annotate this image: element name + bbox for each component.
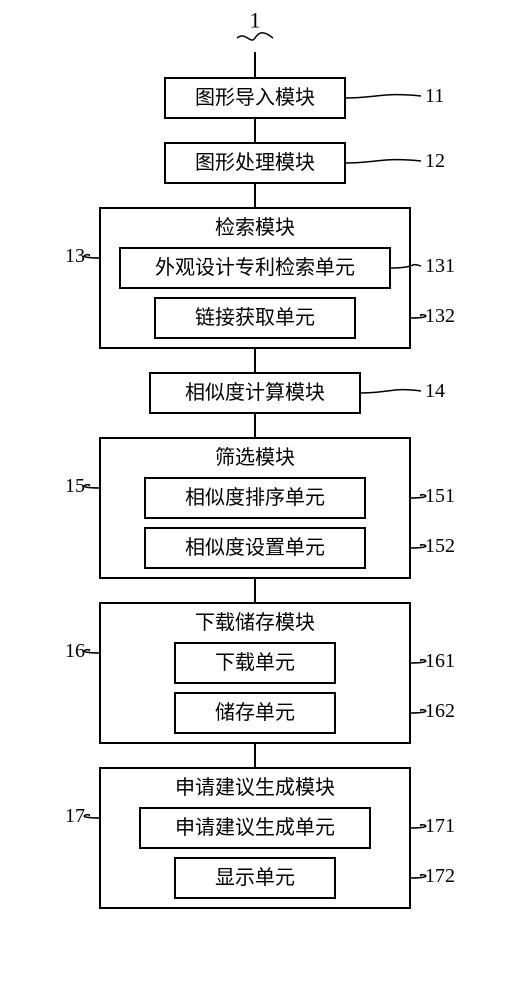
- unit-label: 下载单元: [215, 651, 295, 674]
- module-label: 图形处理模块: [195, 151, 315, 174]
- ref-number: 15: [65, 475, 85, 497]
- module-group-title: 筛选模块: [215, 446, 295, 469]
- leader-line: [360, 390, 421, 393]
- ref-number: 161: [425, 650, 455, 672]
- leader-line: [410, 710, 426, 713]
- unit-label: 申请建议生成单元: [175, 816, 335, 839]
- flowchart-svg: 1 图形导入模块 11 图形处理模块 12 相似度计算模块 14 检索模块 13 外观设计专利检索…: [0, 0, 511, 1000]
- unit-label: 外观设计专利检索单元: [155, 256, 355, 279]
- leader-line: [410, 315, 426, 318]
- module-label: 图形导入模块: [195, 86, 315, 109]
- ref-number: 132: [425, 305, 455, 327]
- ref-number: 172: [425, 865, 455, 887]
- leader-line: [84, 650, 100, 653]
- module-group-title: 下载储存模块: [195, 611, 315, 634]
- unit-label: 显示单元: [215, 866, 295, 889]
- leader-line: [84, 255, 100, 258]
- leader-line: [410, 495, 426, 498]
- unit-label: 相似度设置单元: [185, 536, 325, 559]
- leader-line: [410, 825, 426, 828]
- leader-line: [84, 815, 100, 818]
- unit-label: 链接获取单元: [195, 306, 315, 329]
- ref-number: 152: [425, 535, 455, 557]
- ref-number: 17: [65, 805, 85, 827]
- ref-number: 131: [425, 255, 455, 277]
- module-group-title: 申请建议生成模块: [175, 776, 335, 799]
- module-group-title: 检索模块: [215, 216, 295, 239]
- ref-number: 11: [425, 85, 444, 107]
- ref-number: 162: [425, 700, 455, 722]
- leader-line: [345, 160, 421, 163]
- ref-number: 171: [425, 815, 455, 837]
- ref-number: 12: [425, 150, 445, 172]
- unit-label: 储存单元: [215, 701, 295, 724]
- leader-line: [410, 875, 426, 878]
- diagram-number-top: 1: [250, 8, 261, 33]
- ref-number: 16: [65, 640, 85, 662]
- leader-line: [345, 95, 421, 98]
- leader-line: [410, 545, 426, 548]
- tilde-mark: [237, 33, 273, 40]
- module-label: 相似度计算模块: [185, 381, 325, 404]
- ref-number: 14: [425, 380, 445, 402]
- ref-number: 13: [65, 245, 85, 267]
- leader-line: [410, 660, 426, 663]
- leader-line: [84, 485, 100, 488]
- ref-number: 151: [425, 485, 455, 507]
- unit-label: 相似度排序单元: [185, 486, 325, 509]
